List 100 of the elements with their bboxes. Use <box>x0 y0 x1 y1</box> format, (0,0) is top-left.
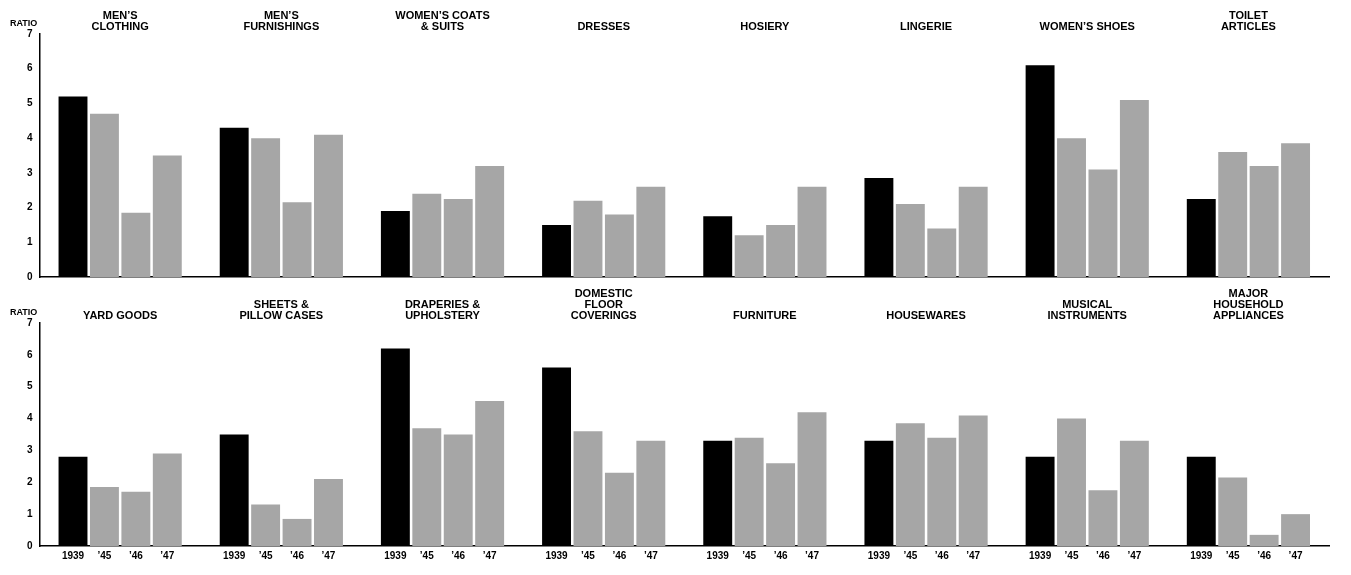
text: ’46 <box>773 549 788 561</box>
bar <box>1281 143 1311 277</box>
bar <box>152 453 182 546</box>
bar <box>443 434 473 546</box>
y-tick-label: 6 <box>27 62 33 74</box>
text: ’45 <box>1225 549 1240 561</box>
bar <box>412 193 442 277</box>
y-axis-title: RATIO <box>10 306 38 317</box>
bar <box>958 415 988 546</box>
bar <box>1088 490 1118 546</box>
bar <box>573 431 603 546</box>
text: ’45 <box>419 549 434 561</box>
text: 1939 <box>545 549 568 561</box>
text: 1939 <box>384 549 407 561</box>
x-tick-label: SHEETS & PILLOW CASES <box>239 297 324 321</box>
bar <box>895 204 925 277</box>
bar <box>1249 534 1279 546</box>
y-tick-label: 4 <box>27 131 33 143</box>
bar <box>797 412 827 546</box>
x-tick-label: MEN’S CLOTHING <box>91 8 149 32</box>
text: ’45 <box>1064 549 1079 561</box>
series-label: 1939 <box>61 549 85 561</box>
bar <box>604 472 634 546</box>
text: ’46 <box>612 549 627 561</box>
text: 1939 <box>706 549 729 561</box>
bar <box>734 235 764 277</box>
bar <box>282 518 312 546</box>
bar <box>412 428 442 546</box>
text: ’47 <box>321 549 336 561</box>
series-label: ’46 <box>128 549 144 561</box>
y-tick-label: 3 <box>27 166 33 178</box>
bar <box>797 186 827 277</box>
y-tick-label: 1 <box>27 507 33 519</box>
bar <box>766 224 796 277</box>
bar <box>958 186 988 277</box>
y-tick-label: 6 <box>27 348 33 360</box>
bar <box>251 504 281 546</box>
text: 1939 <box>867 549 891 561</box>
bar <box>475 165 505 277</box>
y-tick-label: 0 <box>27 539 33 551</box>
bar <box>1119 99 1149 277</box>
x-tick-label: HOSIERY <box>740 19 791 32</box>
y-tick-label: 0 <box>27 270 33 282</box>
bar <box>636 440 666 546</box>
bar <box>734 437 764 546</box>
text: ’46 <box>934 549 949 561</box>
bar <box>1057 138 1086 277</box>
text: ’46 <box>290 549 304 561</box>
bar <box>1281 514 1311 546</box>
text: ’47 <box>805 549 819 561</box>
bar <box>766 463 796 546</box>
y-tick-label: 2 <box>27 476 33 488</box>
x-tick-label: DOMESTIC FLOOR COVERINGS <box>570 286 637 321</box>
x-tick-label: TOILET ARTICLES <box>1220 8 1276 32</box>
bar <box>927 228 957 277</box>
y-tick-label: 2 <box>27 201 33 213</box>
bar <box>604 214 634 277</box>
bar <box>636 186 666 277</box>
bar <box>89 487 119 546</box>
bar <box>1218 477 1248 546</box>
bar <box>1218 152 1248 277</box>
bar <box>1057 418 1086 546</box>
bar <box>895 423 925 546</box>
x-tick-label: WOMEN’S COATS & SUITS <box>395 8 490 32</box>
y-tick-label: 4 <box>27 412 33 424</box>
bar <box>1249 165 1279 277</box>
bar <box>89 113 119 277</box>
text: ’45 <box>581 549 595 561</box>
x-tick-label: YARD GOODS <box>83 308 158 321</box>
bar <box>927 437 957 546</box>
x-tick-label: LINGERIE <box>900 19 953 32</box>
text: ’47 <box>1127 549 1142 561</box>
text: ’46 <box>1095 549 1110 561</box>
text: ’46 <box>451 549 466 561</box>
y-tick-label: 7 <box>27 27 33 39</box>
series-label: ’47 <box>160 549 175 561</box>
bar <box>251 138 281 277</box>
bar <box>573 200 603 277</box>
x-tick-label: MEN’S FURNISHINGS <box>243 8 320 32</box>
text: ’45 <box>258 549 273 561</box>
text: ’46 <box>1257 549 1272 561</box>
text: 1939 <box>223 549 246 561</box>
text: ’45 <box>903 549 918 561</box>
x-tick-label: DRAPERIES & UPHOLSTERY <box>404 297 481 321</box>
x-tick-label: DRESSES <box>577 19 630 32</box>
text: 1939 <box>1028 549 1052 561</box>
text: ’47 <box>1288 549 1303 561</box>
bar <box>121 491 151 546</box>
bar <box>475 401 505 546</box>
bar <box>314 479 343 546</box>
y-tick-label: 7 <box>27 316 33 328</box>
bar <box>314 134 343 277</box>
x-tick-label: MUSICAL INSTRUMENTS <box>1047 297 1127 321</box>
bar <box>443 198 473 277</box>
text: ’47 <box>966 549 981 561</box>
y-tick-label: 1 <box>27 236 33 248</box>
bar <box>1119 440 1149 546</box>
bar <box>121 212 151 277</box>
x-tick-label: WOMEN’S SHOES <box>1039 19 1135 32</box>
text: ’45 <box>742 549 757 561</box>
